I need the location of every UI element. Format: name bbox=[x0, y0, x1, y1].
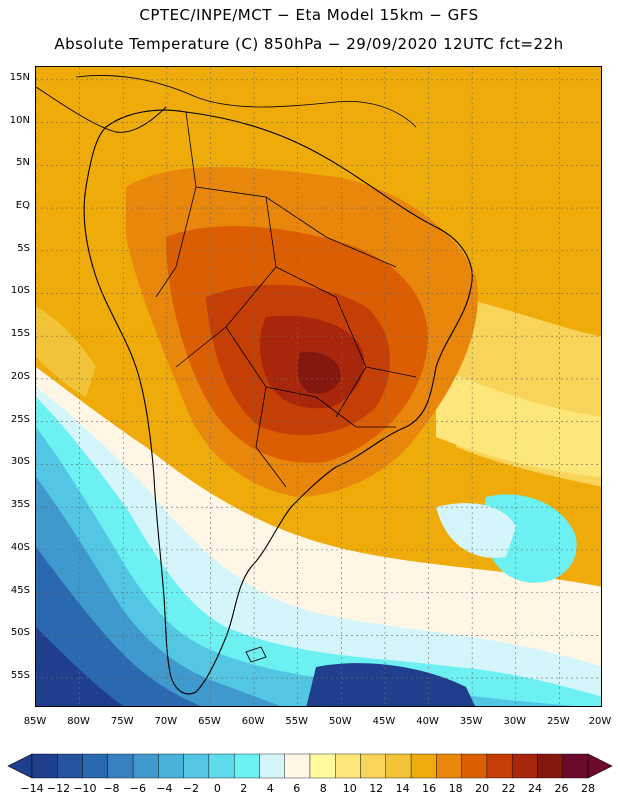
colorbar-min-arrow bbox=[7, 753, 33, 779]
colorbar-label: −12 bbox=[46, 782, 71, 795]
color-legend bbox=[7, 753, 613, 779]
lat-tick-label: 30S bbox=[10, 456, 30, 468]
lat-tick-label: 35S bbox=[10, 499, 30, 511]
lat-tick-label: 20S bbox=[10, 370, 30, 382]
colorbar-label: 4 bbox=[266, 782, 274, 795]
colorbar-swatch bbox=[82, 753, 109, 779]
colorbar-label: −14 bbox=[20, 782, 44, 795]
lon-tick-label: 70W bbox=[154, 716, 178, 727]
colorbar-label: 16 bbox=[422, 782, 437, 795]
lon-tick-label: 55W bbox=[285, 716, 308, 727]
colorbar-swatch bbox=[31, 753, 58, 779]
chart-title-line2: Absolute Temperature (C) 850hPa − 29/09/… bbox=[54, 35, 564, 53]
lon-tick-label: 20W bbox=[588, 716, 612, 727]
lon-tick-label: 25W bbox=[547, 716, 570, 727]
colorbar-max-arrow bbox=[587, 753, 613, 779]
colorbar-swatch bbox=[233, 753, 260, 779]
colorbar-swatch bbox=[158, 753, 184, 779]
colorbar-swatch bbox=[562, 753, 589, 779]
colorbar-label: 24 bbox=[528, 782, 543, 795]
lon-tick-label: 65W bbox=[198, 716, 221, 727]
colorbar-swatch bbox=[208, 753, 235, 779]
colorbar-swatch bbox=[360, 753, 387, 779]
colorbar-label: 8 bbox=[319, 782, 327, 795]
colorbar-label: 12 bbox=[369, 782, 384, 795]
colorbar-label: 18 bbox=[448, 782, 463, 795]
colorbar-swatch bbox=[309, 753, 336, 779]
map-panel bbox=[35, 66, 602, 707]
lat-tick-label: 15N bbox=[9, 71, 30, 83]
chart-title-line1: CPTEC/INPE/MCT − Eta Model 15km − GFS bbox=[139, 6, 479, 24]
lat-tick-label: 45S bbox=[10, 584, 30, 596]
colorbar-swatch bbox=[385, 753, 412, 779]
lon-tick-label: 35W bbox=[459, 716, 483, 727]
colorbar-swatch bbox=[107, 753, 134, 779]
lat-tick-label: EQ bbox=[15, 200, 30, 212]
colorbar-swatch bbox=[486, 753, 513, 779]
lon-tick-label: 30W bbox=[503, 716, 527, 727]
lon-tick-label: 60W bbox=[241, 716, 265, 727]
lat-tick-label: 40S bbox=[10, 541, 30, 553]
colorbar-label: 20 bbox=[475, 782, 490, 795]
colorbar-swatch bbox=[259, 753, 285, 779]
lat-tick-label: 50S bbox=[10, 627, 30, 639]
lat-tick-label: 10S bbox=[10, 285, 30, 297]
colorbar-swatch bbox=[57, 753, 83, 779]
colorbar-label: 6 bbox=[293, 782, 301, 795]
lon-tick-label: 45W bbox=[372, 716, 396, 727]
lon-tick-label: 75W bbox=[110, 716, 134, 727]
colorbar-label: 22 bbox=[501, 782, 516, 795]
lat-tick-label: 15S bbox=[10, 328, 30, 340]
colorbar-swatch bbox=[284, 753, 311, 779]
colorbar-label: 28 bbox=[581, 782, 595, 795]
lat-tick-label: 10N bbox=[9, 114, 30, 126]
colorbar-label: −6 bbox=[129, 782, 146, 795]
colorbar-label: 14 bbox=[395, 782, 410, 795]
colorbar-label: −2 bbox=[182, 782, 199, 795]
colorbar-swatch bbox=[410, 753, 437, 779]
colorbar-label: 0 bbox=[213, 782, 221, 795]
colorbar-label: 2 bbox=[240, 782, 248, 795]
colorbar-label: −10 bbox=[73, 782, 97, 795]
lat-tick-label: 5N bbox=[16, 157, 30, 169]
colorbar-swatch bbox=[461, 753, 488, 779]
lat-tick-label: 5S bbox=[17, 242, 30, 254]
colorbar-label: −8 bbox=[103, 782, 120, 795]
lat-tick-label: 25S bbox=[10, 413, 30, 425]
colorbar-swatch bbox=[511, 753, 538, 779]
lon-tick-label: 40W bbox=[416, 716, 439, 727]
lat-tick-label: 55S bbox=[10, 670, 30, 682]
colorbar-swatch bbox=[132, 753, 159, 779]
colorbar-label: 26 bbox=[554, 782, 569, 795]
lon-tick-label: 50W bbox=[328, 716, 352, 727]
colorbar-label: 10 bbox=[342, 782, 357, 795]
temperature-map bbox=[36, 67, 601, 706]
colorbar-label: −4 bbox=[156, 782, 173, 795]
colorbar-swatch bbox=[436, 753, 462, 779]
colorbar-swatch bbox=[335, 753, 361, 779]
lon-tick-label: 85W bbox=[23, 716, 47, 727]
colorbar-swatch bbox=[183, 753, 210, 779]
lon-tick-label: 80W bbox=[67, 716, 90, 727]
colorbar-swatch bbox=[537, 753, 563, 779]
